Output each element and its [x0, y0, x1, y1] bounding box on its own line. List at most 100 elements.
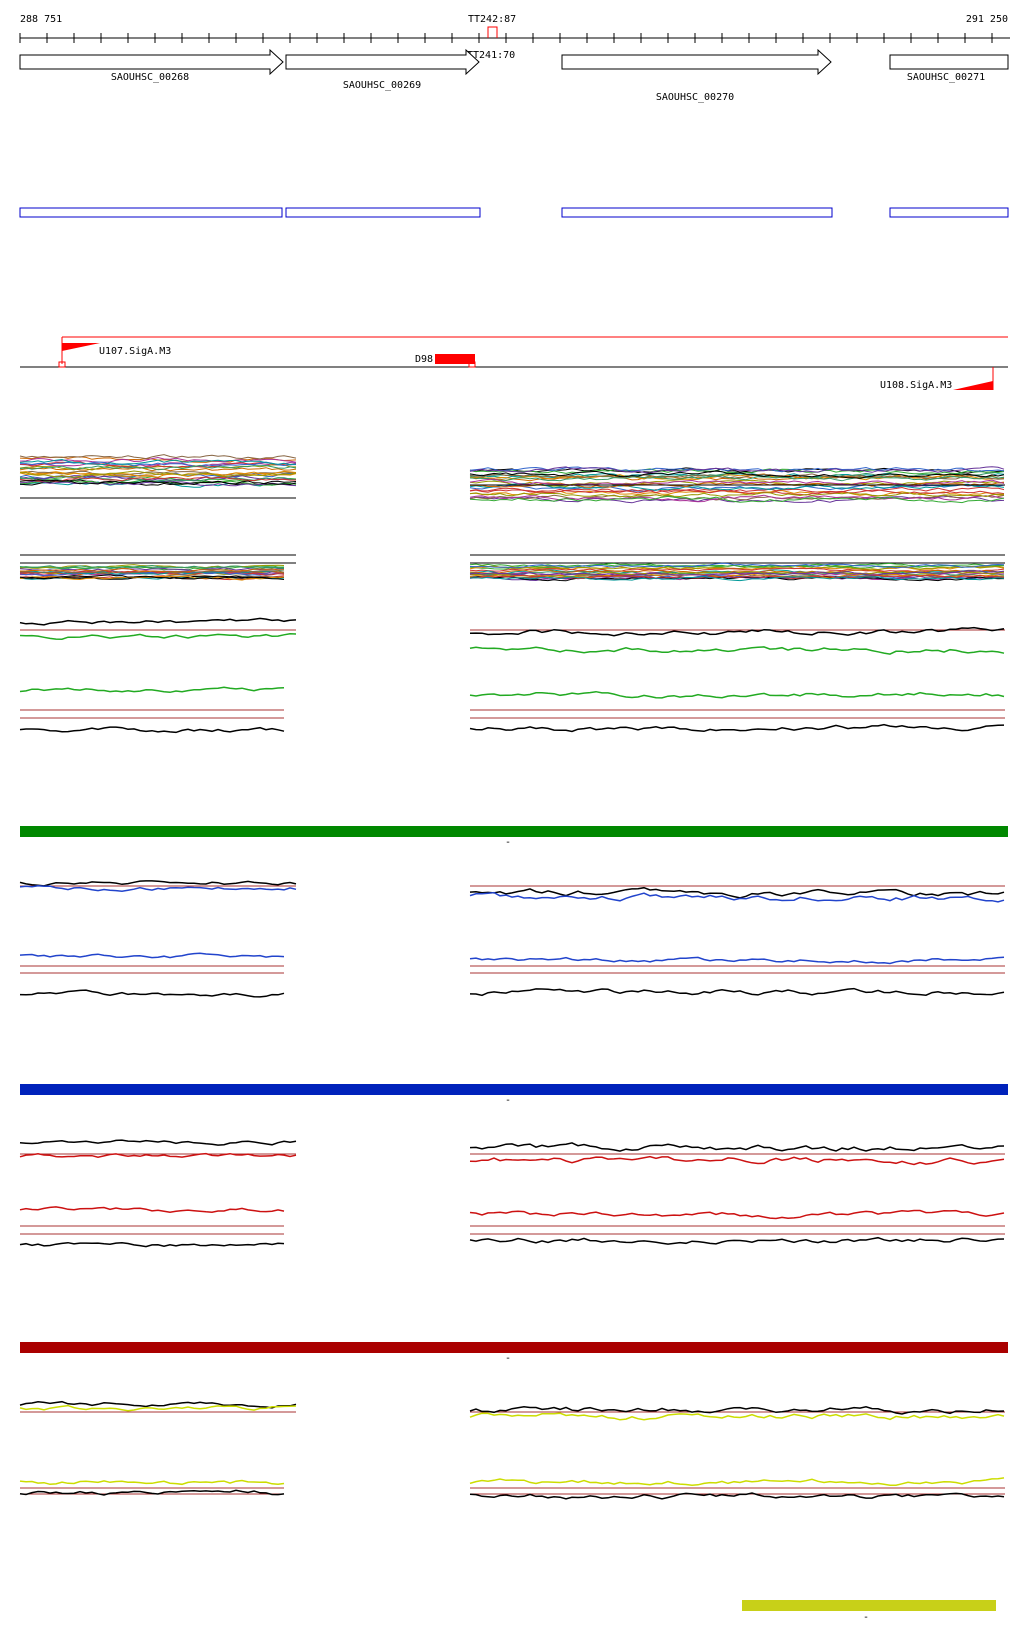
expression-trace: [469, 626, 1005, 637]
expression-trace: [19, 1139, 297, 1146]
expression-trace: [19, 567, 285, 573]
expression-trace: [19, 567, 285, 572]
condition-bar-red[interactable]: [20, 1342, 1008, 1353]
expression-trace: [469, 475, 1005, 482]
expression-trace: [469, 1236, 1005, 1245]
condition-bar-green-marker: -: [505, 837, 511, 848]
expression-trace: [19, 456, 297, 463]
feature-d98-label: D98: [415, 354, 433, 365]
gene-g270-label: SAOUHSC_00270: [656, 92, 734, 103]
expression-trace: [19, 1241, 285, 1248]
expression-trace: [19, 479, 297, 486]
expression-trace: [469, 569, 1005, 574]
expression-trace: [469, 466, 1005, 474]
expression-trace: [469, 473, 1005, 481]
axis-end-label: 291 250: [966, 14, 1008, 25]
feature-track: U107.SigA.M3 D98 U108.SigA.M3: [20, 336, 1008, 391]
expression-trace: [469, 1406, 1005, 1415]
expression-trace: [469, 1209, 1005, 1220]
expression-trace: [469, 492, 1005, 498]
condition-bar-blue[interactable]: [20, 1084, 1008, 1095]
expression-trace: [19, 1152, 297, 1158]
expression-trace: [469, 488, 1005, 496]
gene-g268-label: SAOUHSC_00268: [111, 72, 189, 83]
expression-trace: [19, 880, 297, 887]
expression-trace: [469, 1155, 1005, 1166]
condition-bar-yellow[interactable]: [742, 1600, 996, 1611]
gene-box-track: [19, 207, 1009, 218]
gene-g270[interactable]: SAOUHSC_00270: [561, 48, 832, 103]
expression-trace: [469, 486, 1005, 494]
expression-trace: [469, 1492, 1005, 1500]
expression-trace: [469, 886, 1005, 899]
gene-box-g268[interactable]: [19, 207, 283, 218]
gene-box-g271[interactable]: [889, 207, 1009, 218]
expression-trace: [19, 574, 285, 580]
expression-trace: [19, 458, 297, 466]
feature-d98[interactable]: D98: [415, 354, 476, 368]
feature-u107-label: U107.SigA.M3: [99, 346, 171, 357]
feature-u108[interactable]: U108.SigA.M3: [880, 367, 994, 391]
expression-trace: [19, 989, 285, 998]
condition-bars: - - - -: [20, 826, 1008, 1623]
gene-g269[interactable]: SAOUHSC_00269: [285, 48, 480, 91]
terminator-tt241-label: TT241:70: [467, 50, 515, 61]
expression-trace: [19, 1206, 285, 1213]
coordinate-axis: 288 751 291 250: [19, 14, 1010, 43]
condition-bar-green[interactable]: [20, 826, 1008, 837]
expression-trace: [469, 891, 1005, 903]
expression-trace: [19, 885, 297, 893]
gene-g268[interactable]: SAOUHSC_00268: [19, 48, 284, 83]
expression-trace: [469, 1477, 1005, 1486]
expression-trace: [469, 723, 1005, 733]
gene-box-g270[interactable]: [561, 207, 833, 218]
gene-g271-label: SAOUHSC_00271: [907, 72, 985, 83]
expression-trace: [19, 1479, 285, 1486]
expression-trace: [19, 571, 285, 577]
feature-u108-label: U108.SigA.M3: [880, 380, 952, 391]
expression-trace: [469, 495, 1005, 504]
expression-trace: [469, 483, 1005, 491]
expression-trace: [469, 574, 1005, 580]
terminator-tt242-label: TT242:87: [468, 14, 516, 25]
expression-trace: [19, 617, 297, 626]
expression-trace: [19, 454, 297, 460]
expression-trace: [20, 461, 296, 467]
expression-trace: [469, 470, 1005, 479]
gene-g269-label: SAOUHSC_00269: [343, 80, 421, 91]
expression-trace: [469, 479, 1004, 488]
axis-start-label: 288 751: [20, 14, 62, 25]
expression-trace: [19, 470, 297, 477]
expression-trace: [470, 481, 1005, 488]
expression-trace: [469, 478, 1005, 487]
axis-ticks: [19, 33, 993, 43]
expression-trace: [469, 646, 1005, 655]
expression-trace: [19, 1404, 297, 1412]
gene-box-g269[interactable]: [285, 207, 481, 218]
expression-trace: [469, 466, 1005, 473]
expression-trace: [469, 956, 1005, 965]
expression-trace: [19, 476, 297, 482]
expression-tracks: [19, 454, 1005, 1500]
expression-trace: [469, 1412, 1005, 1421]
expression-trace: [19, 1400, 297, 1409]
condition-bar-red-marker: -: [505, 1353, 511, 1364]
gene-g271[interactable]: SAOUHSC_00271: [889, 54, 1009, 83]
expression-trace: [19, 464, 297, 471]
terminator-tt242[interactable]: TT242:87: [468, 14, 516, 38]
expression-trace: [19, 1489, 285, 1496]
condition-bar-blue-marker: -: [505, 1095, 511, 1106]
feature-u107[interactable]: U107.SigA.M3: [58, 337, 171, 368]
terminator-tt241[interactable]: TT241:70: [467, 50, 515, 61]
expression-trace: [469, 987, 1005, 997]
expression-trace: [19, 633, 297, 640]
expression-trace: [469, 1142, 1005, 1152]
expression-trace: [19, 686, 285, 694]
expression-trace: [469, 570, 1005, 577]
condition-bar-yellow-marker: -: [863, 1612, 869, 1623]
expression-trace: [469, 494, 1005, 501]
expression-trace: [469, 562, 1005, 569]
expression-trace: [19, 726, 285, 734]
expression-trace: [19, 952, 285, 959]
